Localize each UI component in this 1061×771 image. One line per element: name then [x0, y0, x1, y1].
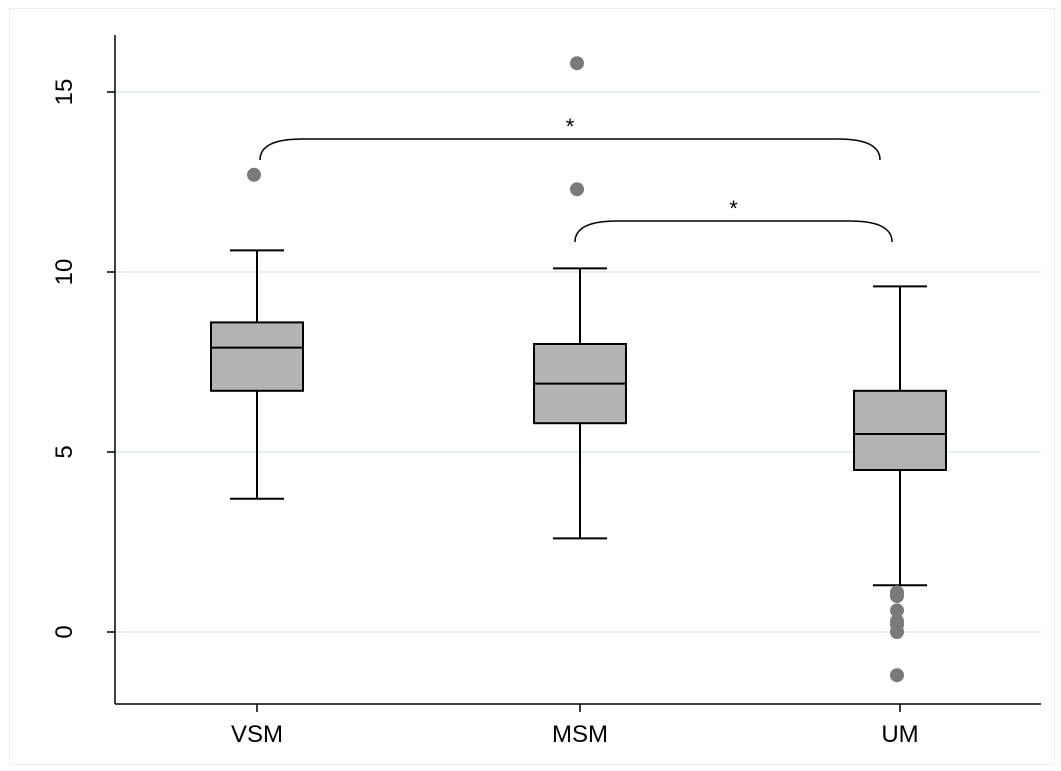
significance-label: * — [566, 114, 575, 139]
significance-bracket — [574, 220, 893, 243]
chart-frame — [9, 8, 1055, 765]
outlier-point — [247, 167, 261, 182]
box-vsm — [210, 321, 304, 392]
y-tick-label: 10 — [51, 259, 78, 286]
x-tick-label: VSM — [231, 721, 283, 748]
y-tick-label: 0 — [51, 625, 78, 638]
outlier-point — [890, 589, 904, 603]
significance-bracket — [259, 138, 881, 161]
x-tick-label: UM — [881, 721, 918, 748]
box-um — [853, 389, 947, 471]
y-tick-label: 5 — [51, 445, 78, 458]
outlier-point — [890, 603, 904, 618]
outlier-point — [890, 625, 904, 639]
outlier-point — [890, 668, 904, 683]
outlier-point — [570, 182, 584, 197]
significance-label: * — [729, 196, 738, 221]
y-tick-label: 15 — [51, 79, 78, 106]
x-tick-label: MSM — [552, 721, 608, 748]
outlier-point — [570, 56, 584, 71]
